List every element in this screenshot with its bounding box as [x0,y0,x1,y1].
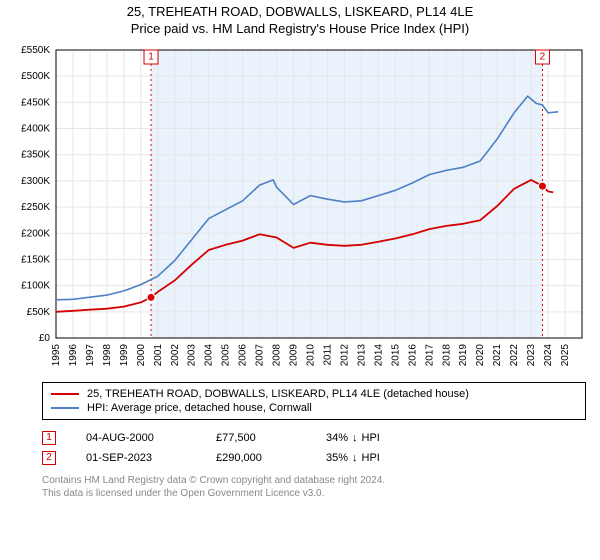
svg-text:2015: 2015 [390,343,401,366]
svg-text:2020: 2020 [475,343,486,366]
svg-text:£50K: £50K [27,307,51,318]
marker-badge: 1 [42,431,56,445]
legend-swatch [51,393,79,395]
svg-text:2012: 2012 [339,343,350,366]
legend-label: 25, TREHEATH ROAD, DOBWALLS, LISKEARD, P… [87,388,469,400]
svg-text:2007: 2007 [255,343,266,366]
marker-badge: 2 [42,451,56,465]
footer-attribution: Contains HM Land Registry data © Crown c… [42,474,586,500]
svg-text:2022: 2022 [509,343,520,366]
svg-text:2019: 2019 [458,343,469,366]
svg-text:2006: 2006 [238,343,249,366]
legend-item: HPI: Average price, detached house, Corn… [51,401,577,415]
svg-text:£150K: £150K [21,254,50,265]
footer-line-2: This data is licensed under the Open Gov… [42,487,586,500]
title-line-1: 25, TREHEATH ROAD, DOBWALLS, LISKEARD, P… [0,4,600,21]
chart-svg: £0 £50K £100K £150K £200K £250K £300K £350K £400… [14,44,586,374]
footer-line-1: Contains HM Land Registry data © Crown c… [42,474,586,487]
svg-text:2001: 2001 [153,343,164,366]
svg-text:£200K: £200K [21,228,50,239]
marker-date: 01-SEP-2023 [86,452,186,464]
svg-text:2024: 2024 [543,343,554,366]
svg-text:2017: 2017 [424,343,435,366]
svg-text:£300K: £300K [21,176,50,187]
svg-text:£550K: £550K [21,45,50,56]
legend: 25, TREHEATH ROAD, DOBWALLS, LISKEARD, P… [42,382,586,420]
svg-text:£400K: £400K [21,123,50,134]
svg-text:2025: 2025 [560,343,571,366]
svg-text:1997: 1997 [85,343,96,366]
line-chart: £0 £50K £100K £150K £200K £250K £300K £350K £400… [14,44,586,374]
legend-item: 25, TREHEATH ROAD, DOBWALLS, LISKEARD, P… [51,387,577,401]
svg-text:2010: 2010 [306,343,317,366]
svg-text:1995: 1995 [51,343,62,366]
down-arrow-icon: ↓ [352,452,358,464]
svg-text:£250K: £250K [21,202,50,213]
svg-text:2011: 2011 [322,343,333,365]
chart-title: 25, TREHEATH ROAD, DOBWALLS, LISKEARD, P… [0,0,600,38]
sale-marker-row: 2 01-SEP-2023 £290,000 35% ↓ HPI [42,448,586,468]
svg-text:2008: 2008 [272,343,283,366]
marker-price: £77,500 [216,432,296,444]
svg-text:2014: 2014 [373,343,384,366]
svg-text:£450K: £450K [21,97,50,108]
marker-diff: 34% ↓ HPI [326,432,380,444]
svg-text:2004: 2004 [204,343,215,366]
svg-text:2003: 2003 [187,343,198,366]
svg-text:£500K: £500K [21,71,50,82]
marker-diff: 35% ↓ HPI [326,452,380,464]
svg-text:£0: £0 [39,333,51,344]
title-line-2: Price paid vs. HM Land Registry's House … [0,21,600,38]
svg-text:1998: 1998 [102,343,113,366]
svg-text:1996: 1996 [68,343,79,366]
svg-text:2023: 2023 [526,343,537,366]
marker-list: 1 04-AUG-2000 £77,500 34% ↓ HPI 2 01-SEP-2023… [42,428,586,468]
svg-text:£100K: £100K [21,280,50,291]
svg-text:1: 1 [148,51,154,62]
svg-text:2000: 2000 [136,343,147,366]
svg-text:1999: 1999 [119,343,130,366]
legend-swatch [51,407,79,409]
svg-text:2016: 2016 [407,343,418,366]
svg-text:2018: 2018 [441,343,452,366]
svg-text:£350K: £350K [21,150,50,161]
legend-label: HPI: Average price, detached house, Corn… [87,402,312,414]
svg-text:2002: 2002 [170,343,181,366]
down-arrow-icon: ↓ [352,432,358,444]
svg-text:2009: 2009 [289,343,300,366]
marker-price: £290,000 [216,452,296,464]
svg-text:2005: 2005 [221,343,232,366]
svg-text:2013: 2013 [356,343,367,366]
sale-marker-row: 1 04-AUG-2000 £77,500 34% ↓ HPI [42,428,586,448]
marker-date: 04-AUG-2000 [86,432,186,444]
svg-text:2021: 2021 [492,343,503,366]
svg-text:2: 2 [540,51,546,62]
